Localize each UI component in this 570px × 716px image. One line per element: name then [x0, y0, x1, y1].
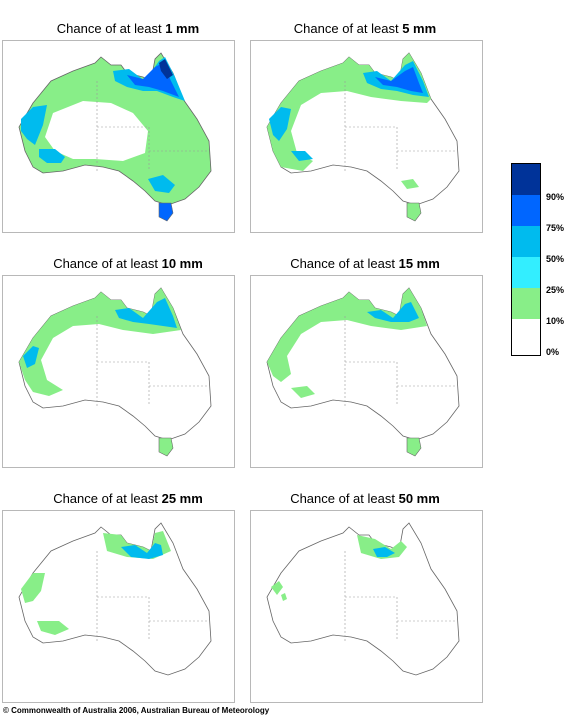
australia-map-10mm — [18, 287, 212, 457]
legend-tick-25: 25% — [546, 285, 565, 295]
legend-tick-10: 10% — [546, 316, 565, 326]
legend-tick-50: 50% — [546, 254, 565, 264]
title-amount: 50 mm — [398, 491, 440, 506]
legend-swatch-0 — [512, 319, 540, 355]
title-prefix: Chance of at least — [53, 256, 158, 271]
panel-title-1mm: Chance of at least 1 mm — [10, 21, 246, 37]
panel-title-5mm: Chance of at least 5 mm — [247, 21, 483, 37]
legend-swatch-25 — [512, 257, 540, 288]
panel-title-25mm: Chance of at least 25 mm — [10, 491, 246, 507]
title-amount: 5 mm — [402, 21, 437, 36]
australia-map-25mm — [18, 522, 212, 676]
title-amount: 25 mm — [161, 491, 203, 506]
map-10mm — [2, 275, 235, 468]
legend-swatch-75 — [512, 195, 540, 226]
map-5mm — [250, 40, 483, 233]
australia-map-1mm — [18, 52, 212, 222]
title-amount: 15 mm — [398, 256, 440, 271]
australia-map-5mm — [266, 52, 460, 222]
australia-map-15mm — [266, 287, 460, 457]
legend-tick-75: 75% — [546, 223, 565, 233]
map-15mm — [250, 275, 483, 468]
title-amount: 10 mm — [161, 256, 203, 271]
australia-map-50mm — [266, 522, 460, 676]
panel-title-50mm: Chance of at least 50 mm — [247, 491, 483, 507]
copyright-notice: © Commonwealth of Australia 2006, Austra… — [3, 706, 270, 715]
map-1mm — [2, 40, 235, 233]
legend-swatch-10 — [512, 288, 540, 319]
panel-title-15mm: Chance of at least 15 mm — [247, 256, 483, 272]
legend-swatch-90 — [512, 164, 540, 195]
title-prefix: Chance of at least — [290, 491, 395, 506]
map-25mm — [2, 510, 235, 703]
color-legend — [511, 163, 541, 356]
title-prefix: Chance of at least — [290, 256, 395, 271]
legend-swatch-50 — [512, 226, 540, 257]
legend-tick-90: 90% — [546, 192, 565, 202]
title-prefix: Chance of at least — [56, 21, 162, 36]
map-50mm — [250, 510, 483, 703]
title-amount: 1 mm — [165, 21, 200, 36]
panel-title-10mm: Chance of at least 10 mm — [10, 256, 246, 272]
title-prefix: Chance of at least — [53, 491, 158, 506]
legend-tick-0: 0% — [546, 347, 560, 357]
title-prefix: Chance of at least — [293, 21, 399, 36]
